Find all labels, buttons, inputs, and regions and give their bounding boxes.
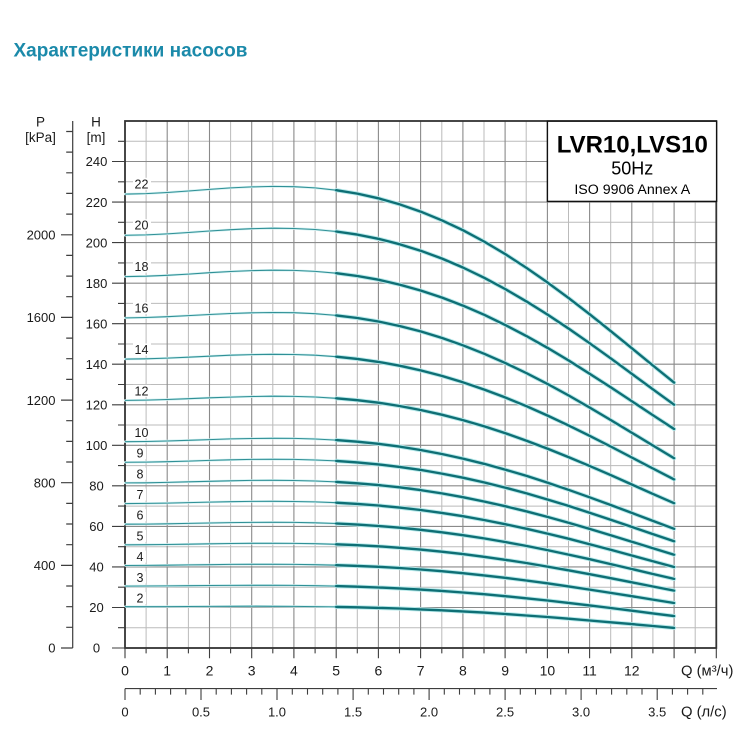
svg-text:[m]: [m] <box>87 130 106 145</box>
svg-text:Характеристики насосов: Характеристики насосов <box>14 41 248 62</box>
svg-text:3.0: 3.0 <box>572 705 590 720</box>
svg-text:120: 120 <box>86 398 108 413</box>
svg-text:20: 20 <box>89 600 103 615</box>
svg-text:12: 12 <box>624 662 640 678</box>
svg-text:0.5: 0.5 <box>192 705 210 720</box>
svg-text:1.5: 1.5 <box>344 705 362 720</box>
svg-text:0: 0 <box>93 641 100 656</box>
svg-text:2: 2 <box>137 592 144 606</box>
svg-text:5: 5 <box>137 529 144 543</box>
svg-text:3: 3 <box>248 662 256 678</box>
svg-text:ISO 9906 Annex A: ISO 9906 Annex A <box>574 182 690 198</box>
svg-text:1: 1 <box>163 662 171 678</box>
svg-text:7: 7 <box>137 488 144 502</box>
svg-text:18: 18 <box>135 260 149 274</box>
svg-text:2: 2 <box>206 662 214 678</box>
svg-text:4: 4 <box>290 662 298 678</box>
svg-text:60: 60 <box>89 519 103 534</box>
svg-text:22: 22 <box>135 177 149 191</box>
svg-text:7: 7 <box>417 662 425 678</box>
svg-text:16: 16 <box>135 302 149 316</box>
svg-text:400: 400 <box>34 558 56 573</box>
svg-text:3: 3 <box>137 571 144 585</box>
svg-text:160: 160 <box>86 316 108 331</box>
svg-text:1200: 1200 <box>27 393 56 408</box>
svg-text:140: 140 <box>86 357 108 372</box>
svg-text:800: 800 <box>34 475 56 490</box>
svg-text:11: 11 <box>582 662 597 678</box>
svg-text:6: 6 <box>375 662 383 678</box>
svg-text:4: 4 <box>137 550 144 564</box>
svg-text:2.5: 2.5 <box>496 705 514 720</box>
svg-text:240: 240 <box>86 154 108 169</box>
svg-text:50Hz: 50Hz <box>611 159 653 179</box>
svg-text:180: 180 <box>86 276 108 291</box>
svg-text:LVR10,LVS10: LVR10,LVS10 <box>557 132 708 159</box>
svg-text:0: 0 <box>121 705 128 720</box>
svg-text:12: 12 <box>135 384 149 398</box>
svg-text:200: 200 <box>86 235 108 250</box>
svg-text:H: H <box>91 115 101 130</box>
svg-text:9: 9 <box>137 447 144 461</box>
svg-text:10: 10 <box>540 662 556 678</box>
svg-text:0: 0 <box>48 641 55 656</box>
svg-text:0: 0 <box>121 662 129 678</box>
svg-text:8: 8 <box>459 662 467 678</box>
svg-text:40: 40 <box>89 560 103 575</box>
svg-text:2.0: 2.0 <box>420 705 438 720</box>
svg-text:[kPa]: [kPa] <box>25 130 56 145</box>
svg-text:9: 9 <box>501 662 509 678</box>
svg-text:10: 10 <box>135 426 149 440</box>
svg-text:8: 8 <box>137 467 144 481</box>
svg-text:100: 100 <box>86 438 108 453</box>
svg-text:220: 220 <box>86 195 108 210</box>
svg-text:1600: 1600 <box>27 310 56 325</box>
svg-text:80: 80 <box>89 479 103 494</box>
svg-text:2000: 2000 <box>27 228 56 243</box>
svg-text:Q (л/с): Q (л/с) <box>681 705 727 721</box>
svg-text:3.5: 3.5 <box>648 705 666 720</box>
svg-text:6: 6 <box>137 509 144 523</box>
svg-text:14: 14 <box>135 343 149 357</box>
svg-text:5: 5 <box>332 662 340 678</box>
svg-text:P: P <box>36 115 45 130</box>
svg-text:20: 20 <box>135 219 149 233</box>
svg-text:1.0: 1.0 <box>268 705 286 720</box>
svg-text:Q (м³/ч): Q (м³/ч) <box>681 664 733 680</box>
